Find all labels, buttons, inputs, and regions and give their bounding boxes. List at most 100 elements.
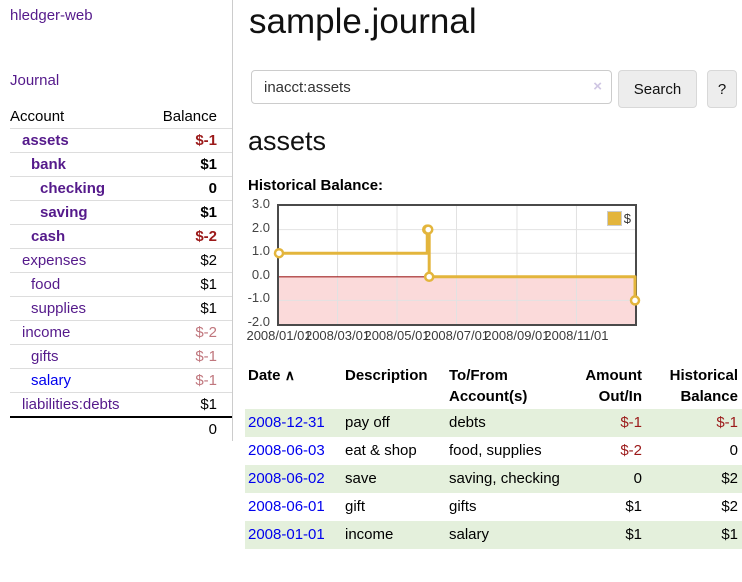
transaction-description: pay off (345, 414, 390, 431)
transaction-description: income (345, 526, 394, 543)
register-row: 2008-01-01 income salary $1 $1 (245, 521, 742, 549)
transaction-date-link[interactable]: 2008-06-02 (248, 470, 325, 487)
account-row: bank $1 (10, 152, 232, 177)
transaction-amount: $-1 (620, 414, 642, 431)
chart-y-axis: 3.0 2.0 1.0 0.0 -1.0 -2.0 (247, 196, 270, 329)
account-balance: $-1 (146, 368, 232, 393)
account-link[interactable]: bank (31, 156, 67, 173)
y-tick-label: 0.0 (251, 266, 270, 282)
register-header-description: Description (345, 367, 428, 384)
account-row: assets $-1 (10, 128, 232, 153)
register-table: Date ∧ Description To/From Account(s) Am… (245, 363, 742, 549)
account-row: cash $-2 (10, 224, 232, 249)
account-balance: $1 (146, 296, 232, 321)
accounts-header-balance: Balance (146, 105, 232, 129)
help-button[interactable]: ? (707, 70, 737, 108)
accounts-total-balance: 0 (146, 416, 232, 441)
transaction-description: eat & shop (345, 442, 417, 459)
account-link[interactable]: cash (31, 228, 66, 245)
account-link[interactable]: assets (22, 132, 69, 149)
register-header-accounts: To/From Account(s) (449, 367, 528, 405)
account-row: gifts $-1 (10, 344, 232, 369)
x-tick-label: 2008/07/01 (423, 328, 490, 343)
accounts-header-account: Account (10, 105, 147, 129)
accounts-header-row: Account Balance (10, 105, 232, 129)
accounts-total-row: 0 (10, 416, 232, 441)
account-row: food $1 (10, 272, 232, 297)
transaction-date-link[interactable]: 2008-01-01 (248, 526, 325, 543)
account-balance: $1 (146, 152, 232, 177)
clear-search-icon[interactable]: × (593, 78, 602, 95)
y-tick-label: 2.0 (251, 219, 270, 235)
chart-title: Historical Balance: (248, 177, 384, 194)
account-balance: $-2 (146, 224, 232, 249)
account-balance: $1 (146, 200, 232, 225)
register-row: 2008-06-03 eat & shop food, supplies $-2 0 (245, 437, 742, 465)
account-balance: $-1 (146, 128, 232, 153)
transaction-balance: $2 (721, 498, 738, 515)
accounts-table: Account Balance assets $-1 bank $1 checking 0… (10, 105, 232, 441)
chart-plot-area: $ (273, 204, 641, 326)
account-row: liabilities:debts $1 (10, 392, 232, 418)
account-balance: $1 (146, 272, 232, 297)
transaction-amount: $1 (625, 498, 642, 515)
x-tick-label: 2008/01/01 (246, 328, 312, 343)
search-button[interactable]: Search (618, 70, 697, 108)
account-heading: assets (248, 126, 327, 156)
page-title: sample.journal (249, 2, 477, 41)
y-tick-label: -1.0 (247, 290, 270, 306)
register-row: 2008-12-31 pay off debts $-1 $-1 (245, 409, 742, 437)
transaction-date-link[interactable]: 2008-06-03 (248, 442, 325, 459)
transaction-balance: $1 (721, 526, 738, 543)
search-input[interactable] (251, 70, 612, 104)
account-link[interactable]: saving (40, 204, 88, 221)
x-tick-label: 2008/05/01 (364, 328, 430, 343)
x-tick-label: 2008/11/01 (544, 328, 609, 343)
app-title-link[interactable]: hledger-web (10, 7, 93, 24)
account-row: expenses $2 (10, 248, 232, 273)
account-row: income $-2 (10, 320, 232, 345)
sort-ascending-icon: ∧ (284, 367, 295, 383)
transaction-balance: 0 (729, 442, 738, 459)
chart-canvas (273, 206, 641, 324)
account-link[interactable]: income (22, 324, 71, 341)
register-row: 2008-06-02 save saving, checking 0 $2 (245, 465, 742, 493)
sidebar-item-journal[interactable]: Journal (10, 72, 60, 89)
account-link[interactable]: expenses (22, 252, 87, 269)
chart-legend: $ (606, 211, 631, 226)
account-link[interactable]: liabilities:debts (22, 396, 120, 413)
register-tbody: 2008-12-31 pay off debts $-1 $-1 2008-06-03 ea… (245, 409, 742, 549)
transaction-date-link[interactable]: 2008-12-31 (248, 414, 325, 431)
x-tick-label: 2008/03/01 (304, 328, 371, 343)
sidebar: hledger-web Journal Account Balance asse… (0, 0, 233, 441)
account-row: checking 0 (10, 176, 232, 201)
account-link[interactable]: salary (31, 372, 72, 389)
register-header-row: Date ∧ Description To/From Account(s) Am… (245, 363, 742, 409)
account-balance: $-2 (146, 320, 232, 345)
register-header-date[interactable]: Date ∧ (248, 367, 295, 384)
transaction-balance: $2 (721, 470, 738, 487)
account-balance: $2 (146, 248, 232, 273)
legend-label: $ (623, 211, 631, 226)
transaction-balance: $-1 (716, 414, 738, 431)
chart-x-axis: 2008/01/01 2008/03/01 2008/05/01 2008/07/01… (246, 328, 635, 344)
transaction-accounts: debts (449, 414, 486, 431)
account-link[interactable]: food (31, 276, 61, 293)
transaction-amount: $-2 (620, 442, 642, 459)
account-link[interactable]: gifts (31, 348, 59, 365)
transaction-accounts: food, supplies (449, 442, 542, 459)
accounts-tbody: assets $-1 bank $1 checking 0 saving $1 cash $-2 e… (10, 128, 232, 418)
transaction-date-link[interactable]: 2008-06-01 (248, 498, 325, 515)
transaction-amount: $1 (625, 526, 642, 543)
transaction-description: gift (345, 498, 366, 515)
y-tick-label: -2.0 (247, 314, 270, 329)
account-balance: 0 (146, 176, 232, 201)
account-link[interactable]: supplies (31, 300, 87, 317)
y-tick-label: 3.0 (251, 196, 270, 211)
account-row: salary $-1 (10, 368, 232, 393)
transaction-accounts: salary (449, 526, 490, 543)
search-form: × (251, 70, 612, 104)
historical-balance-chart: 3.0 2.0 1.0 0.0 -1.0 -2.0 $ 2008/01/01 2008/03… (246, 196, 742, 347)
account-link[interactable]: checking (40, 180, 106, 197)
register-header-balance: Historical Balance (669, 367, 738, 405)
